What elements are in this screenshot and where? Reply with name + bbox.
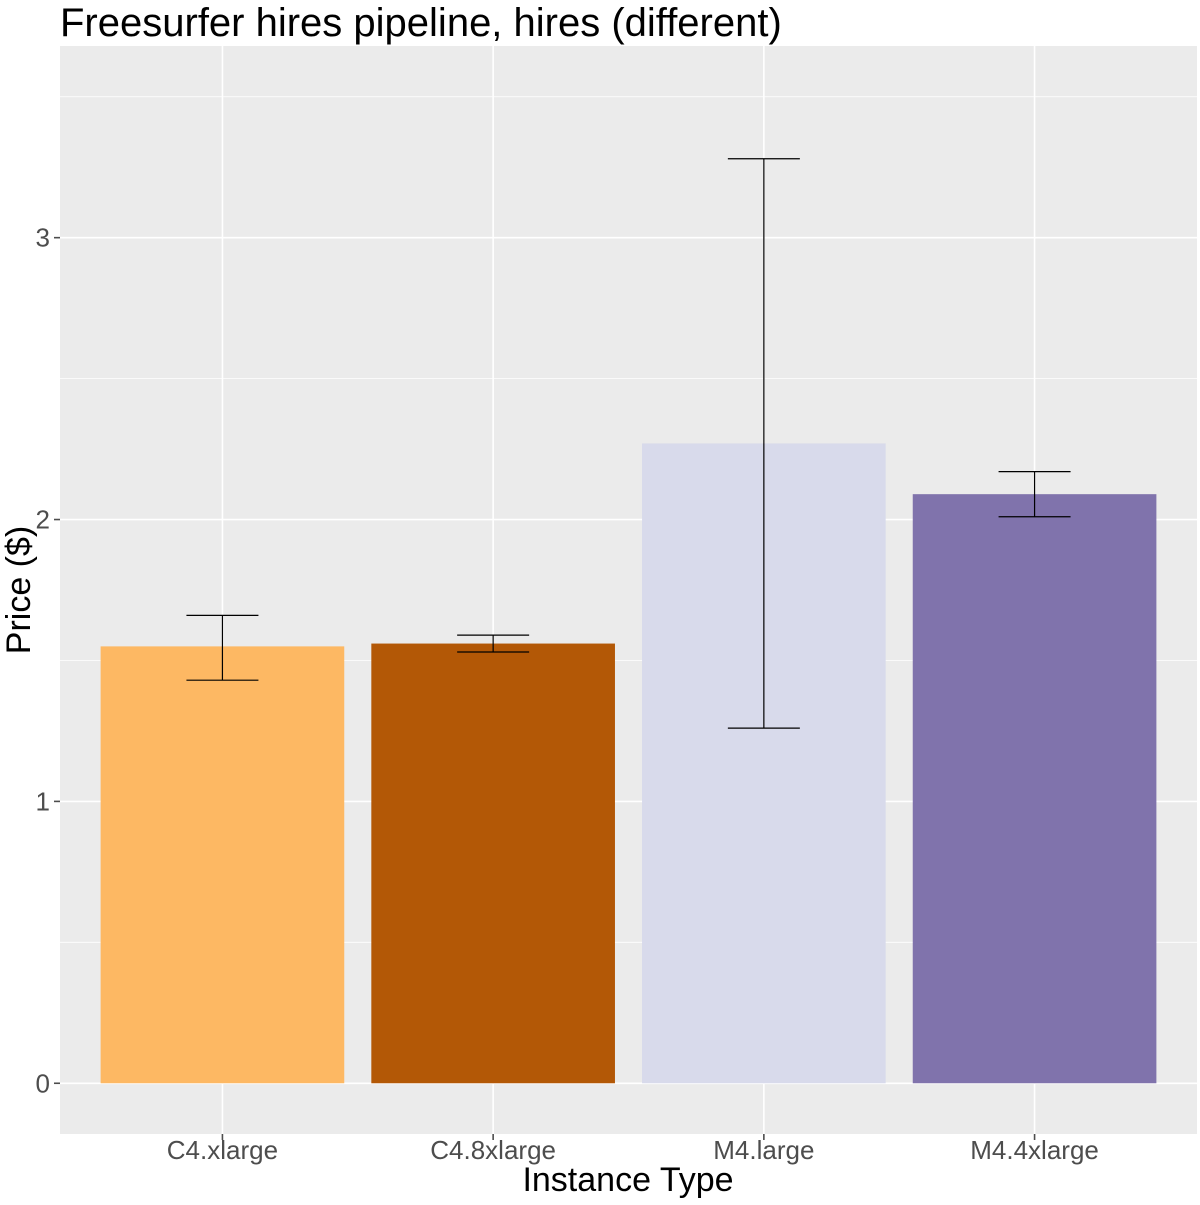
bar-c4-xlarge [100, 646, 345, 1084]
chart-title: Freesurfer hires pipeline, hires (differ… [60, 1, 782, 45]
bars [100, 443, 1157, 1084]
error-bars [186, 158, 1071, 729]
x-axis: C4.xlarge C4.8xlarge M4.large M4.4xlarge [167, 1134, 1099, 1165]
x-axis-label: Instance Type [522, 1161, 733, 1199]
y-axis: 0 1 2 3 [36, 223, 60, 1098]
y-tick-label: 1 [36, 786, 50, 816]
y-tick-label: 3 [36, 223, 50, 253]
y-axis-label: Price ($) [0, 526, 38, 654]
bar-m4-4xlarge [912, 494, 1157, 1084]
y-tick-label: 0 [36, 1068, 50, 1098]
x-tick-label: C4.8xlarge [430, 1135, 556, 1165]
x-tick-label: M4.large [713, 1135, 814, 1165]
x-tick-label: C4.xlarge [167, 1135, 278, 1165]
bar-c4-8xlarge [371, 643, 615, 1084]
y-tick-label: 2 [36, 505, 50, 535]
x-tick-label: M4.4xlarge [970, 1135, 1099, 1165]
